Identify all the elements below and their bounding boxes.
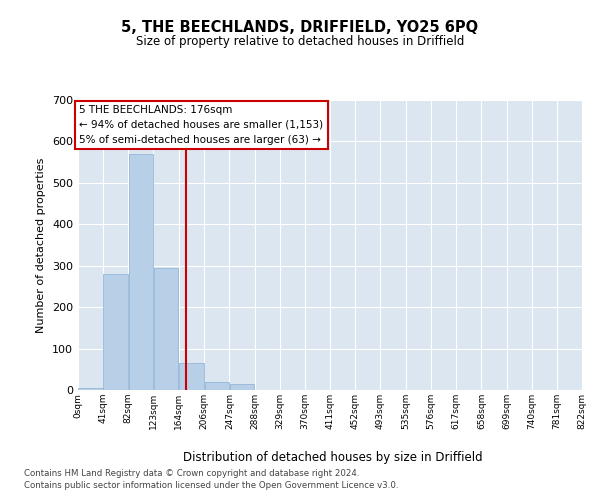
- Text: Distribution of detached houses by size in Driffield: Distribution of detached houses by size …: [183, 451, 483, 464]
- Y-axis label: Number of detached properties: Number of detached properties: [37, 158, 46, 332]
- Bar: [154, 268, 178, 390]
- Bar: [128, 154, 153, 390]
- Text: Contains public sector information licensed under the Open Government Licence v3: Contains public sector information licen…: [24, 482, 398, 490]
- Text: 5 THE BEECHLANDS: 176sqm
← 94% of detached houses are smaller (1,153)
5% of semi: 5 THE BEECHLANDS: 176sqm ← 94% of detach…: [79, 105, 323, 144]
- Text: Size of property relative to detached houses in Driffield: Size of property relative to detached ho…: [136, 34, 464, 48]
- Bar: [79, 388, 103, 390]
- Text: Contains HM Land Registry data © Crown copyright and database right 2024.: Contains HM Land Registry data © Crown c…: [24, 470, 359, 478]
- Bar: [230, 384, 254, 390]
- Bar: [205, 382, 229, 390]
- Text: 5, THE BEECHLANDS, DRIFFIELD, YO25 6PQ: 5, THE BEECHLANDS, DRIFFIELD, YO25 6PQ: [121, 20, 479, 35]
- Bar: [103, 274, 128, 390]
- Bar: [179, 363, 203, 390]
